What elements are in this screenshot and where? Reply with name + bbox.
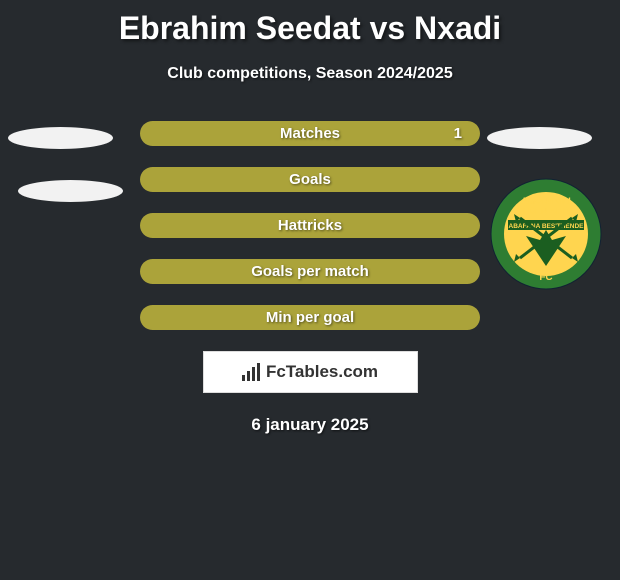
stat-row-goals: Goals <box>0 167 620 192</box>
stat-row-hattricks: Hattricks <box>0 213 620 238</box>
stat-label: Goals <box>289 171 331 188</box>
stat-label: Min per goal <box>266 309 354 326</box>
stat-label: Matches <box>280 125 340 142</box>
fctables-text: FcTables.com <box>266 362 378 382</box>
stat-bar: Hattricks <box>140 213 480 238</box>
date-text: 6 january 2025 <box>0 415 620 435</box>
stat-value-right: 1 <box>454 125 462 142</box>
stats-area: Matches 1 Goals Hattricks Goals per matc… <box>0 121 620 330</box>
stat-bar: Goals <box>140 167 480 192</box>
page-title: Ebrahim Seedat vs Nxadi <box>0 0 620 47</box>
page-subtitle: Club competitions, Season 2024/2025 <box>0 65 620 83</box>
stat-bar: Goals per match <box>140 259 480 284</box>
stat-label: Hattricks <box>278 217 342 234</box>
bar-chart-icon <box>242 363 260 381</box>
stat-row-matches: Matches 1 <box>0 121 620 146</box>
fctables-branding: FcTables.com <box>203 351 418 393</box>
stat-row-min-per-goal: Min per goal <box>0 305 620 330</box>
stat-bar: Matches 1 <box>140 121 480 146</box>
stat-label: Goals per match <box>251 263 369 280</box>
stat-bar: Min per goal <box>140 305 480 330</box>
stat-row-goals-per-match: Goals per match <box>0 259 620 284</box>
